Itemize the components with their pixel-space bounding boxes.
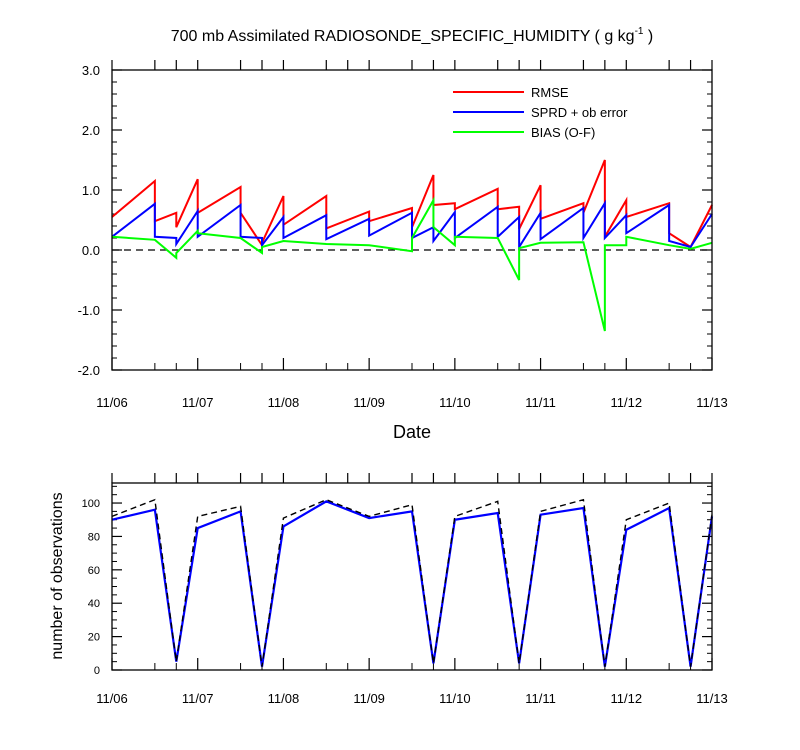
chart-title-main: 700 mb Assimilated RADIOSONDE_SPECIFIC_H… xyxy=(171,28,635,45)
legend-entry-rmse-label: RMSE xyxy=(531,85,569,100)
bottom-series-lines xyxy=(111,498,714,667)
x-tick-label: 11/11 xyxy=(525,395,556,410)
top-y-tick-label: -2.0 xyxy=(78,363,100,378)
x-tick-label: 11/11 xyxy=(525,691,556,706)
legend: RMSE SPRD + ob error BIAS (O-F) xyxy=(453,85,628,140)
x-tick-label: 11/13 xyxy=(696,395,728,410)
x-tick-label: 11/07 xyxy=(182,691,214,706)
bottom-y-tick-labels: 0 20 40 60 80 100 xyxy=(82,498,100,677)
rmse-spread-bias-chart: 700 mb Assimilated RADIOSONDE_SPECIFIC_H… xyxy=(78,26,728,442)
top-y-tick-label: 3.0 xyxy=(82,63,100,78)
top-x-tick-labels: 11/06 11/07 11/08 11/09 11/10 11/11 11/12 11/13 xyxy=(96,395,728,410)
bottom-axes-ticks xyxy=(111,473,713,671)
bottom-y-tick-label: 80 xyxy=(88,531,100,543)
y-axis-label-observations: number of observations xyxy=(49,492,66,659)
top-y-tick-label: 2.0 xyxy=(82,123,100,138)
x-axis-label: Date xyxy=(393,422,431,442)
top-plot-frame xyxy=(111,69,713,371)
top-y-tick-label: 1.0 xyxy=(82,183,100,198)
bottom-y-tick-label: 40 xyxy=(88,598,100,610)
bottom-y-tick-label: 60 xyxy=(88,565,100,577)
x-tick-label: 11/13 xyxy=(696,691,728,706)
bottom-y-tick-label: 0 xyxy=(94,665,100,677)
observations-used-line xyxy=(111,500,714,667)
bottom-x-tick-labels: 11/06 11/07 11/08 11/09 11/10 11/11 11/12 11/13 xyxy=(96,691,728,706)
bias-line xyxy=(111,196,713,332)
bottom-y-tick-label: 100 xyxy=(82,498,100,510)
x-tick-label: 11/09 xyxy=(353,395,385,410)
top-series-lines xyxy=(111,159,713,332)
x-tick-label: 11/08 xyxy=(268,691,300,706)
observations-possible-line xyxy=(111,498,713,667)
chart-title: 700 mb Assimilated RADIOSONDE_SPECIFIC_H… xyxy=(171,26,654,45)
x-tick-label: 11/08 xyxy=(268,395,300,410)
bottom-plot-frame xyxy=(111,482,713,671)
chart-title-end: ) xyxy=(643,28,653,45)
x-tick-label: 11/07 xyxy=(182,395,214,410)
x-tick-label: 11/12 xyxy=(610,395,642,410)
top-y-tick-label: 0.0 xyxy=(82,243,100,258)
legend-entry-spread-label: SPRD + ob error xyxy=(531,105,628,120)
legend-entry-bias-label: BIAS (O-F) xyxy=(531,125,595,140)
x-tick-label: 11/10 xyxy=(439,395,471,410)
chart-title-units-exponent: -1 xyxy=(635,26,644,37)
x-tick-label: 11/06 xyxy=(96,395,128,410)
bottom-y-tick-label: 20 xyxy=(88,632,100,644)
x-tick-label: 11/10 xyxy=(439,691,471,706)
top-y-tick-label: -1.0 xyxy=(78,303,100,318)
x-tick-label: 11/09 xyxy=(353,691,385,706)
top-y-tick-labels: -2.0 -1.0 0.0 1.0 2.0 3.0 xyxy=(78,63,100,378)
x-tick-label: 11/12 xyxy=(610,691,642,706)
x-tick-label: 11/06 xyxy=(96,691,128,706)
